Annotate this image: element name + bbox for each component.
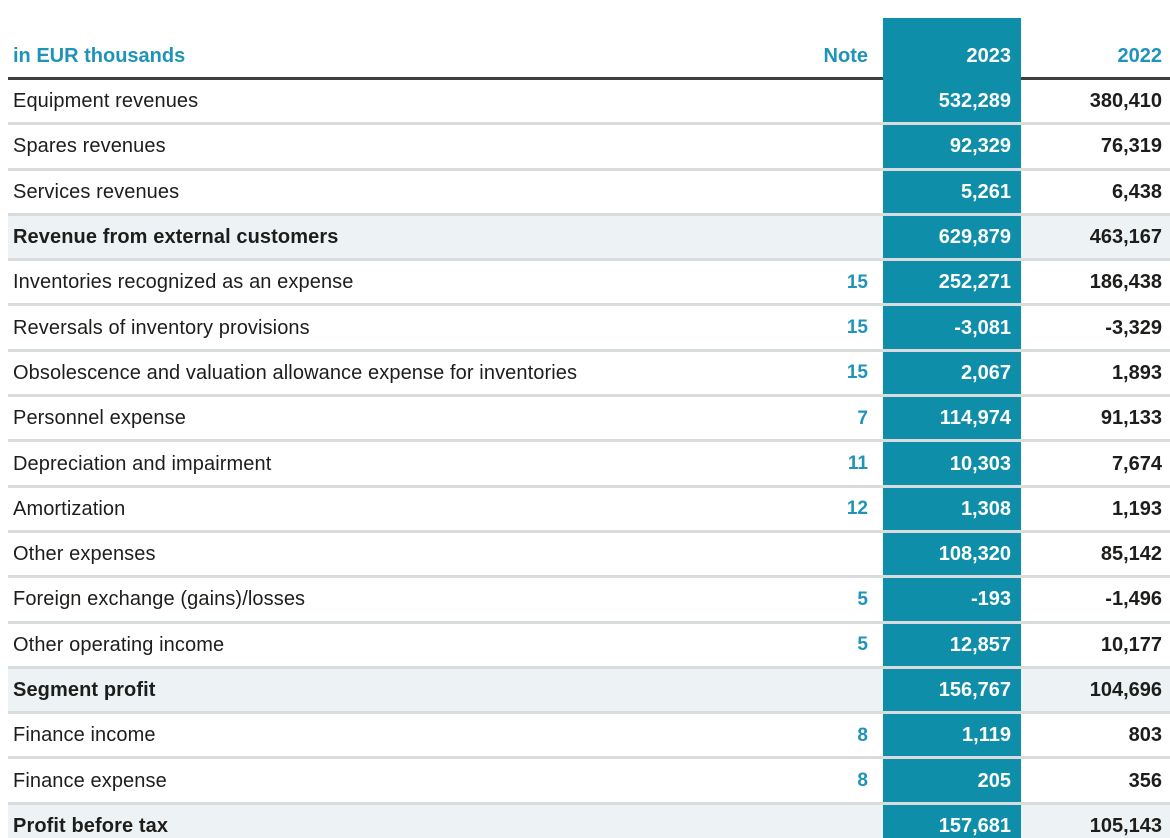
row-label: Amortization bbox=[8, 484, 628, 532]
value-2022-cell: 1,193 bbox=[1021, 484, 1170, 532]
table-header: in EUR thousands Note 2023 2022 bbox=[8, 0, 1170, 80]
column-header-unit: in EUR thousands bbox=[8, 0, 628, 80]
table-row-total: Revenue from external customers 629,879 … bbox=[8, 212, 1170, 260]
table-row: Finance income 8 1,119 803 bbox=[8, 711, 1170, 758]
value-2022-cell: 105,143 bbox=[1021, 801, 1170, 838]
value-2023-cell: 114,974 bbox=[883, 394, 1021, 441]
value-2023-cell: 10,303 bbox=[883, 439, 1021, 487]
segment-financials-table: in EUR thousands Note 2023 2022 Equipmen… bbox=[8, 0, 1170, 838]
value-2023-cell: 12,857 bbox=[883, 620, 1021, 668]
value-2022-cell: -1,496 bbox=[1021, 575, 1170, 623]
table-row: Spares revenues 92,329 76,319 bbox=[8, 122, 1170, 170]
row-label: Other operating income bbox=[8, 620, 628, 668]
table-row: Other expenses 108,320 85,142 bbox=[8, 529, 1170, 577]
row-label: Other expenses bbox=[8, 529, 628, 577]
table-row: Finance expense 8 205 356 bbox=[8, 756, 1170, 804]
note-cell: 5 bbox=[628, 620, 883, 668]
row-label: Finance income bbox=[8, 711, 628, 758]
value-2023-cell: -3,081 bbox=[883, 303, 1021, 351]
value-2023-cell: 156,767 bbox=[883, 665, 1021, 713]
value-2023-cell: 5,261 bbox=[883, 167, 1021, 215]
value-2023-cell: 205 bbox=[883, 756, 1021, 804]
row-label: Segment profit bbox=[8, 665, 628, 713]
column-header-note: Note bbox=[628, 0, 883, 80]
value-2022-cell: 85,142 bbox=[1021, 529, 1170, 577]
note-cell bbox=[628, 801, 883, 838]
value-2022-cell: 76,319 bbox=[1021, 122, 1170, 170]
column-header-2023: 2023 bbox=[883, 0, 1021, 80]
table-row-total: Profit before tax 157,681 105,143 bbox=[8, 801, 1170, 838]
value-2022-cell: 803 bbox=[1021, 711, 1170, 758]
row-label: Finance expense bbox=[8, 756, 628, 804]
note-cell bbox=[628, 212, 883, 260]
note-cell: 15 bbox=[628, 258, 883, 305]
table-row: Foreign exchange (gains)/losses 5 -193 -… bbox=[8, 575, 1170, 623]
value-2022-cell: 6,438 bbox=[1021, 167, 1170, 215]
row-label: Profit before tax bbox=[8, 801, 628, 838]
value-2022-cell: -3,329 bbox=[1021, 303, 1170, 351]
value-2022-cell: 10,177 bbox=[1021, 620, 1170, 668]
value-2022-cell: 104,696 bbox=[1021, 665, 1170, 713]
row-label: Personnel expense bbox=[8, 394, 628, 441]
value-2023-cell: 2,067 bbox=[883, 348, 1021, 396]
value-2022-cell: 91,133 bbox=[1021, 394, 1170, 441]
value-2023-cell: 108,320 bbox=[883, 529, 1021, 577]
value-2023-cell: -193 bbox=[883, 575, 1021, 623]
table-row: Obsolescence and valuation allowance exp… bbox=[8, 348, 1170, 396]
value-2022-cell: 380,410 bbox=[1021, 76, 1170, 124]
row-label: Depreciation and impairment bbox=[8, 439, 628, 487]
table-row: Inventories recognized as an expense 15 … bbox=[8, 258, 1170, 305]
row-label: Equipment revenues bbox=[8, 76, 628, 124]
note-cell: 11 bbox=[628, 439, 883, 487]
row-label: Inventories recognized as an expense bbox=[8, 258, 628, 305]
table-row: Services revenues 5,261 6,438 bbox=[8, 167, 1170, 215]
value-2023-cell: 252,271 bbox=[883, 258, 1021, 305]
value-2022-cell: 1,893 bbox=[1021, 348, 1170, 396]
note-cell bbox=[628, 529, 883, 577]
note-cell: 8 bbox=[628, 711, 883, 758]
note-cell: 7 bbox=[628, 394, 883, 441]
value-2023-cell: 92,329 bbox=[883, 122, 1021, 170]
note-cell bbox=[628, 122, 883, 170]
row-label: Reversals of inventory provisions bbox=[8, 303, 628, 351]
header-row: in EUR thousands Note 2023 2022 bbox=[8, 0, 1170, 80]
note-cell: 5 bbox=[628, 575, 883, 623]
row-label: Revenue from external customers bbox=[8, 212, 628, 260]
table-row: Other operating income 5 12,857 10,177 bbox=[8, 620, 1170, 668]
row-label: Services revenues bbox=[8, 167, 628, 215]
table-row: Depreciation and impairment 11 10,303 7,… bbox=[8, 439, 1170, 487]
table-row: Personnel expense 7 114,974 91,133 bbox=[8, 394, 1170, 441]
note-cell bbox=[628, 167, 883, 215]
value-2023-cell: 1,308 bbox=[883, 484, 1021, 532]
table-row: Amortization 12 1,308 1,193 bbox=[8, 484, 1170, 532]
table-body: Equipment revenues 532,289 380,410 Spare… bbox=[8, 76, 1170, 838]
value-2022-cell: 356 bbox=[1021, 756, 1170, 804]
note-cell: 15 bbox=[628, 303, 883, 351]
value-2022-cell: 463,167 bbox=[1021, 212, 1170, 260]
note-cell bbox=[628, 665, 883, 713]
value-2023-cell: 1,119 bbox=[883, 711, 1021, 758]
value-2022-cell: 7,674 bbox=[1021, 439, 1170, 487]
value-2023-cell: 157,681 bbox=[883, 801, 1021, 838]
value-2023-cell: 532,289 bbox=[883, 76, 1021, 124]
value-2022-cell: 186,438 bbox=[1021, 258, 1170, 305]
table-row: Equipment revenues 532,289 380,410 bbox=[8, 76, 1170, 124]
row-label: Obsolescence and valuation allowance exp… bbox=[8, 348, 628, 396]
row-label: Spares revenues bbox=[8, 122, 628, 170]
note-cell: 12 bbox=[628, 484, 883, 532]
table-row-total: Segment profit 156,767 104,696 bbox=[8, 665, 1170, 713]
table-row: Reversals of inventory provisions 15 -3,… bbox=[8, 303, 1170, 351]
value-2023-cell: 629,879 bbox=[883, 212, 1021, 260]
note-cell bbox=[628, 76, 883, 124]
note-cell: 15 bbox=[628, 348, 883, 396]
row-label: Foreign exchange (gains)/losses bbox=[8, 575, 628, 623]
note-cell: 8 bbox=[628, 756, 883, 804]
column-header-2022: 2022 bbox=[1021, 0, 1170, 80]
